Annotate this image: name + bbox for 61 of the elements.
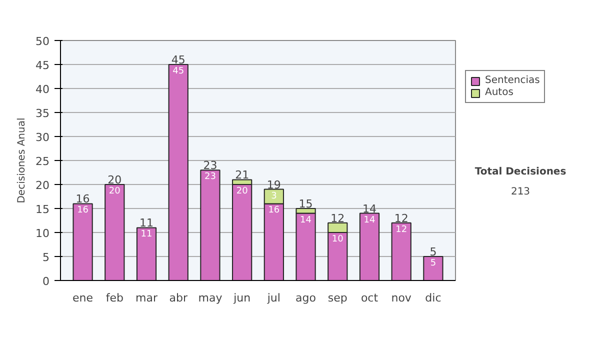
data-label: 11 — [140, 230, 152, 240]
y-tick-label: 20 — [36, 179, 50, 192]
x-tick-label: may — [198, 292, 223, 304]
y-tick-label: 40 — [36, 83, 50, 96]
y-tick-label: 30 — [36, 131, 50, 144]
x-tick-label: ago — [296, 292, 316, 304]
total-label: 16 — [76, 192, 90, 206]
data-label: 45 — [172, 66, 184, 76]
total-label: 45 — [171, 54, 186, 66]
data-label: 23 — [204, 172, 216, 182]
bar — [136, 227, 157, 280]
data-label: 20 — [236, 186, 248, 196]
total-label: 14 — [362, 202, 376, 216]
y-tick-label: 50 — [36, 35, 50, 48]
x-tick-label: nov — [391, 292, 412, 304]
x-tick-label: jun — [232, 292, 251, 304]
y-axis-title: Decisiones Anual — [16, 118, 28, 204]
x-tick-label: dic — [425, 292, 442, 304]
data-label: 14 — [300, 215, 312, 226]
bar — [391, 222, 412, 280]
bar — [423, 256, 444, 280]
data-label: 16 — [77, 206, 89, 216]
total-label: 15 — [298, 198, 313, 210]
x-tick-label: oct — [360, 292, 379, 304]
y-tick-label: 45 — [36, 59, 50, 72]
data-label: 12 — [396, 224, 408, 235]
data-label: 14 — [364, 215, 376, 226]
total-label: 12 — [330, 212, 345, 225]
bar — [200, 170, 220, 280]
total-label: 20 — [108, 174, 122, 186]
y-tick-label: 5 — [42, 251, 50, 264]
x-tick-label: feb — [106, 292, 124, 304]
data-label: 5 — [430, 258, 436, 268]
y-tick-label: 35 — [36, 107, 50, 120]
total-label: 5 — [430, 246, 437, 258]
data-label: 10 — [332, 234, 344, 244]
y-tick-label: 10 — [36, 227, 50, 240]
total-label: 12 — [394, 212, 408, 225]
bar — [104, 184, 125, 280]
y-tick-label: 25 — [36, 155, 50, 168]
bar — [168, 64, 188, 280]
total-label: 11 — [140, 216, 154, 230]
x-tick-label: sep — [328, 292, 348, 304]
bar — [359, 212, 380, 280]
y-tick-label: 15 — [36, 203, 50, 216]
data-label: 20 — [108, 186, 121, 196]
x-tick-label: jul — [266, 292, 280, 304]
total-label: 21 — [235, 168, 250, 182]
x-tick-label: abr — [169, 292, 188, 304]
total-label: 23 — [203, 159, 218, 172]
text: Total Decisiones — [474, 166, 566, 178]
total-label: 19 — [266, 178, 281, 192]
legend-label: Sentencias — [485, 75, 540, 86]
bar — [72, 203, 93, 280]
x-tick-label: ene — [72, 292, 94, 304]
text: 213 — [510, 186, 530, 198]
x-tick-label: mar — [136, 292, 158, 304]
data-label: 16 — [268, 206, 280, 216]
data-label: 3 — [271, 191, 277, 202]
y-tick-label: 0 — [42, 275, 50, 288]
legend-label: Autos — [485, 87, 514, 98]
